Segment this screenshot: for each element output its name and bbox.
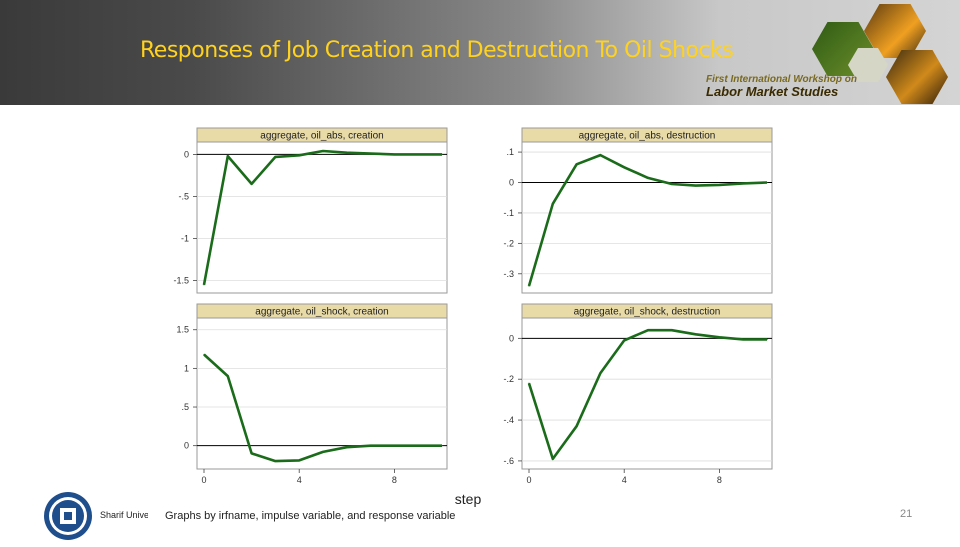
irf-data-point	[298, 459, 300, 461]
panel-title: aggregate, oil_shock, destruction	[574, 307, 721, 318]
irf-data-point	[718, 336, 721, 338]
irf-data-point	[370, 445, 372, 447]
y-tick-label: .5	[181, 402, 189, 412]
slide-title: Responses of Job Creation and Destructio…	[140, 38, 734, 63]
irf-data-point	[251, 452, 253, 455]
x-tick-label: 0	[201, 475, 206, 485]
workshop-line1: First International Workshop on	[706, 74, 857, 85]
panel-title: aggregate, oil_abs, destruction	[579, 131, 716, 142]
irf-data-point	[718, 184, 721, 186]
irf-data-point	[203, 353, 205, 356]
irf-data-point	[441, 445, 443, 447]
irf-data-point	[417, 445, 419, 447]
x-tick-label: 8	[392, 475, 397, 485]
irf-data-point	[647, 329, 649, 331]
y-tick-label: 0	[184, 149, 189, 159]
slide-header: Responses of Job Creation and Destructio…	[0, 0, 960, 105]
panel-header	[196, 303, 448, 319]
panel-frame	[521, 127, 773, 294]
panel-title: aggregate, oil_shock, creation	[255, 307, 388, 318]
page-number: 21	[900, 508, 913, 520]
irf-figure: aggregate, oil_abs, creation 0 -.5 -1 -1.5 ag…	[160, 118, 780, 528]
irf-data-point	[227, 375, 229, 377]
irf-data-point	[766, 338, 768, 340]
chart-note: Graphs by irfname, impulse variable, and…	[165, 510, 455, 522]
irf-data-point	[742, 338, 744, 340]
irf-data-point	[417, 153, 419, 156]
irf-data-point	[647, 177, 649, 179]
irf-data-point	[576, 425, 578, 427]
irf-data-point	[441, 153, 443, 156]
panel-title: aggregate, oil_abs, creation	[260, 131, 383, 142]
irf-data-point	[576, 163, 578, 165]
panel-frame	[196, 303, 448, 470]
irf-data-point	[203, 284, 205, 286]
panel-frame	[196, 127, 448, 294]
irf-data-point	[695, 333, 697, 335]
irf-data-point	[528, 285, 530, 287]
panel-header	[521, 303, 773, 319]
y-tick-label: -.4	[503, 415, 514, 425]
irf-data-point	[346, 152, 348, 154]
irf-data-point	[393, 153, 395, 156]
irf-data-point	[251, 183, 253, 185]
panel-header	[196, 127, 448, 143]
x-tick-label: 0	[526, 475, 531, 485]
irf-data-point	[742, 182, 744, 185]
irf-data-point	[623, 339, 625, 341]
irf-data-point	[274, 460, 276, 462]
y-tick-label: .1	[506, 147, 514, 157]
y-tick-label: -.3	[503, 269, 514, 279]
irf-data-point	[528, 382, 530, 384]
workshop-photo-hexagon-icon	[848, 48, 888, 82]
x-tick-label: 8	[717, 475, 722, 485]
x-axis-label: step	[455, 491, 482, 507]
irf-data-point	[766, 181, 768, 184]
irf-data-point	[322, 451, 324, 453]
panel-frame	[521, 303, 773, 470]
irf-data-point	[274, 156, 276, 158]
y-tick-label: -.2	[503, 238, 514, 248]
x-tick-label: 4	[297, 475, 302, 485]
irf-data-point	[695, 184, 697, 187]
irf-data-point	[322, 150, 324, 152]
workshop-photo-hexagon-icon	[886, 50, 948, 104]
y-tick-label: -.1	[503, 208, 514, 218]
irf-data-point	[599, 372, 601, 374]
panel-header	[521, 127, 773, 143]
irf-chart-svg: aggregate, oil_abs, creation 0 -.5 -1 -1.5 ag…	[165, 127, 773, 522]
irf-data-point	[671, 329, 673, 331]
sharif-university-logo-icon	[42, 490, 94, 547]
y-tick-label: -1	[181, 234, 189, 244]
workshop-line2: Labor Market Studies	[706, 84, 839, 99]
irf-data-point	[346, 446, 348, 448]
irf-data-point	[623, 166, 625, 168]
y-tick-label: 1	[184, 363, 189, 373]
y-tick-label: -.6	[503, 456, 514, 466]
y-tick-label: -.5	[178, 191, 189, 201]
y-tick-label: -.2	[503, 374, 514, 384]
irf-data-point	[370, 152, 372, 155]
y-tick-label: 1.5	[176, 325, 189, 335]
irf-data-point	[393, 445, 395, 447]
irf-data-point	[298, 154, 300, 156]
irf-data-point	[671, 183, 673, 185]
irf-data-point	[599, 154, 601, 156]
y-tick-label: 0	[509, 333, 514, 343]
y-tick-label: 0	[509, 178, 514, 188]
irf-data-point	[227, 155, 229, 157]
irf-data-point	[552, 458, 554, 460]
y-tick-label: 0	[184, 441, 189, 451]
y-tick-label: -1.5	[173, 276, 189, 286]
footer-university: Sharif University	[100, 510, 148, 520]
x-tick-label: 4	[622, 475, 627, 485]
workshop-logo-text: First International Workshop on Labor Ma…	[706, 74, 857, 99]
irf-data-point	[552, 203, 554, 205]
